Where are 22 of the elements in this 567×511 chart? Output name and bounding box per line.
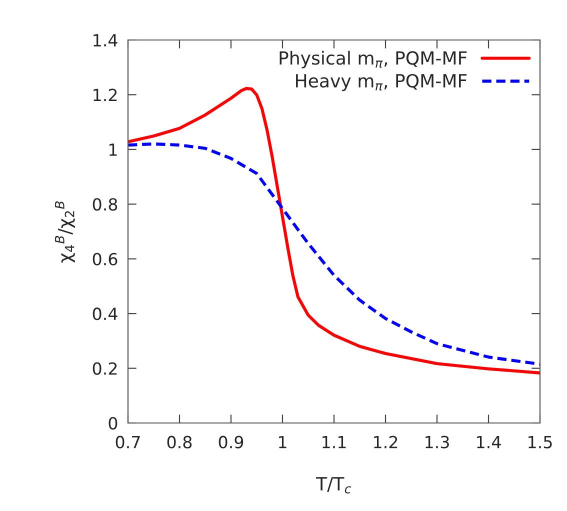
y-axis-title: χ$_{4}$$^{B}$/χ$_{2}$$^{B}$ — [55, 201, 75, 263]
x-tick-label: 1.2 — [374, 436, 398, 448]
y-tick-label: 0.6 — [92, 252, 118, 266]
y-tick-label: 0.8 — [92, 198, 118, 211]
y-tick-label: 1 — [110, 144, 117, 156]
y-tick-label: 0 — [108, 416, 118, 430]
y-tick-label: 0.2 — [92, 362, 117, 375]
legend-label: Physical m$_{π}$, PQM-MF — [280, 50, 467, 68]
x-tick-label: 1 — [279, 436, 286, 448]
x-tick-label: 0.8 — [167, 436, 192, 448]
x-tick-label: 1.3 — [426, 436, 449, 448]
y-tick-label: 1.2 — [94, 88, 117, 102]
x-tick-label: 1.1 — [322, 436, 346, 448]
x-tick-label: 1.4 — [477, 436, 501, 448]
y-tick-label: 0.4 — [92, 308, 118, 320]
y-tick-label: 1.4 — [94, 34, 118, 46]
x-axis-title: T/T$_{c}$ — [316, 477, 352, 494]
x-tick-label: 0.7 — [116, 436, 140, 448]
x-tick-label: 1.5 — [528, 436, 552, 448]
legend-label: Heavy m$_{π}$, PQM-MF — [296, 74, 467, 92]
x-tick-label: 0.9 — [218, 436, 244, 448]
line-series — [128, 142, 540, 366]
